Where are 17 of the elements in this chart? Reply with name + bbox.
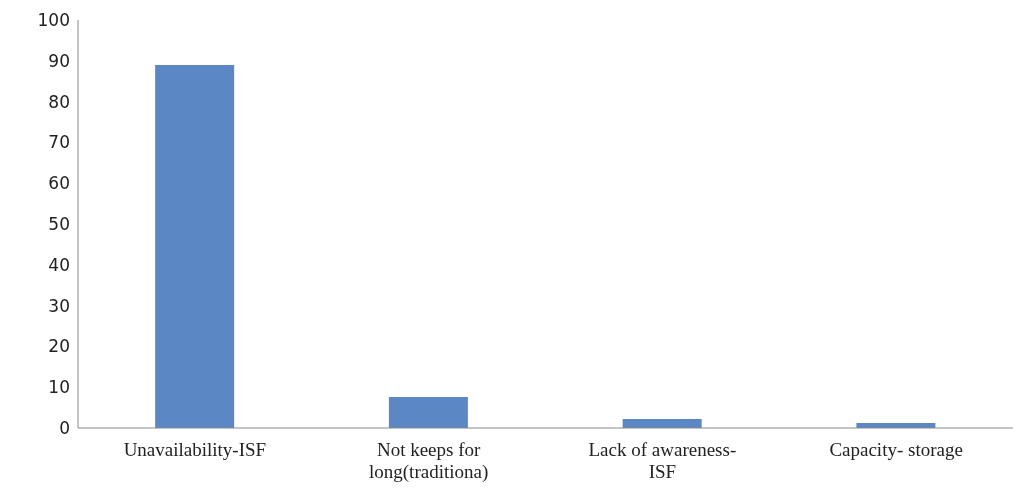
y-tick-label: 100 bbox=[37, 10, 70, 31]
y-tick-label: 80 bbox=[48, 91, 70, 112]
x-tick-label: Capacity- storage bbox=[829, 439, 963, 460]
x-tick-label: Lack of awareness-ISF bbox=[588, 439, 737, 482]
y-tick-label: 70 bbox=[48, 132, 70, 153]
y-tick-label: 0 bbox=[59, 418, 70, 439]
x-tick-label: Not keeps for long(traditiona) bbox=[369, 439, 489, 483]
y-tick-label: 60 bbox=[48, 173, 70, 194]
y-tick-label: 50 bbox=[48, 214, 70, 235]
bar bbox=[155, 64, 235, 428]
y-tick-label: 10 bbox=[48, 377, 70, 398]
y-tick-label: 40 bbox=[48, 254, 70, 275]
y-tick-label: 90 bbox=[48, 50, 70, 71]
y-tick-label: 30 bbox=[48, 295, 70, 316]
x-tick-label: Unavailability-ISF bbox=[123, 439, 267, 460]
y-tick-label: 20 bbox=[48, 336, 70, 357]
bar bbox=[388, 396, 468, 428]
